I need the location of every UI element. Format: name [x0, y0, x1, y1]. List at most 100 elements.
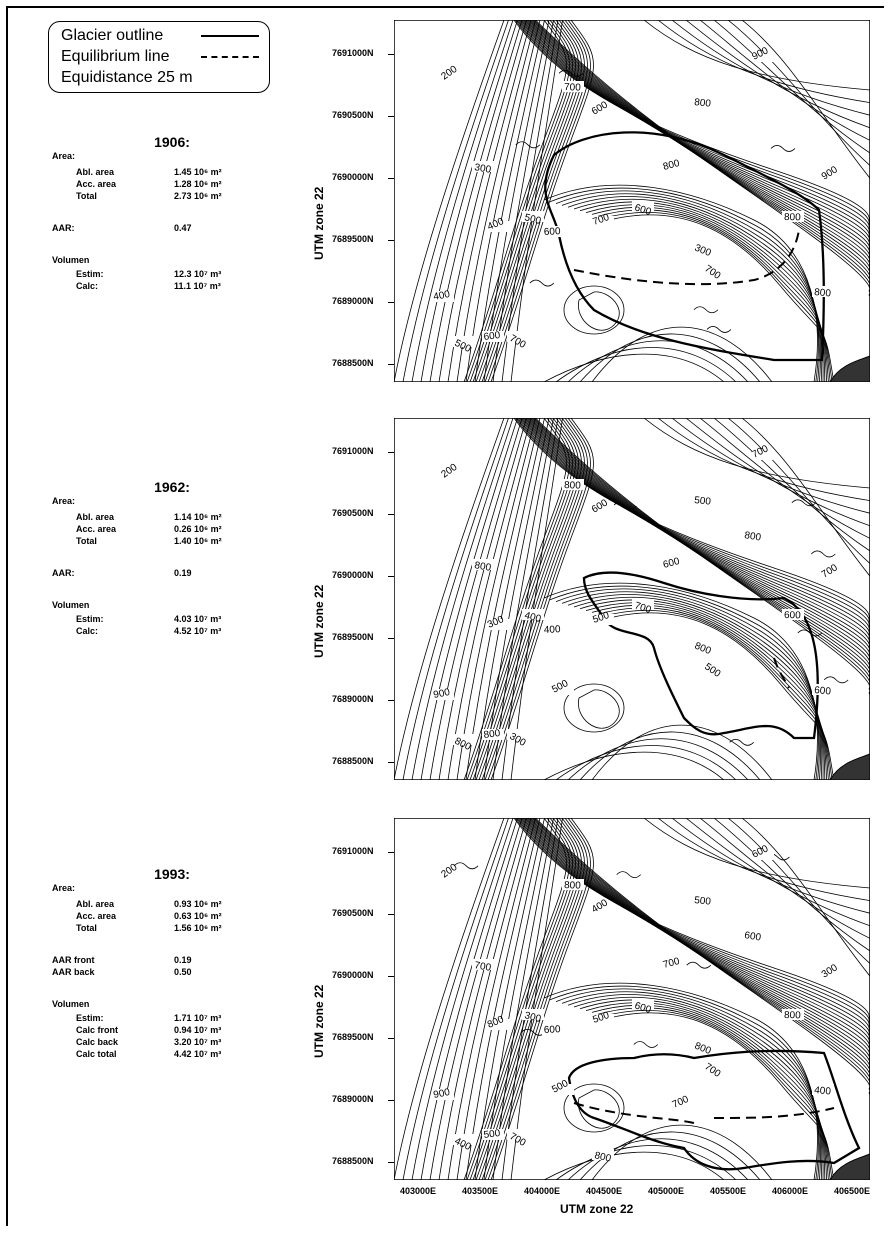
- contour-label: 400: [523, 610, 542, 625]
- stats-label: AAR front: [52, 955, 95, 965]
- contour-label: 600: [544, 226, 562, 238]
- stats-value: 0.47: [174, 223, 192, 233]
- legend-glacier-outline: Glacier outline: [61, 25, 269, 46]
- x-tick-label: 406000E: [772, 1186, 809, 1196]
- y-tick: [388, 914, 394, 915]
- x-tick-label: 405500E: [710, 1186, 747, 1196]
- stats-value: 1.14 10⁶ m²: [174, 512, 222, 522]
- stats-label: Calc:: [76, 626, 99, 636]
- y-tick-label: 7691000N: [332, 48, 374, 58]
- stats-value: 2.73 10⁶ m²: [174, 191, 222, 201]
- stats-label: Calc total: [76, 1049, 117, 1059]
- stats-label: Estim:: [76, 269, 104, 279]
- stats-label: Calc:: [76, 281, 99, 291]
- stats-value: 0.50: [174, 967, 192, 977]
- x-tick-label: 405000E: [648, 1186, 685, 1196]
- stats-label: Total: [76, 536, 97, 546]
- y-tick: [388, 54, 394, 55]
- contour-label: 800: [473, 560, 492, 574]
- glacier-outline: [567, 1049, 861, 1171]
- contour-label: 900: [432, 1087, 451, 1101]
- stats-label: Abl. area: [76, 512, 115, 522]
- contour-label: 500: [694, 895, 712, 908]
- stats-value: 0.93 10⁶ m²: [174, 899, 222, 909]
- contour-label: 800: [483, 728, 501, 741]
- stats-value: 0.19: [174, 955, 192, 965]
- stats-label: Estim:: [76, 1013, 104, 1023]
- y-tick-label: 7690000N: [332, 970, 374, 980]
- dashed-line-symbol: [201, 55, 259, 58]
- contour-lines: [393, 417, 871, 781]
- x-tick-label: 404500E: [586, 1186, 623, 1196]
- y-tick-label: 7689500N: [332, 1032, 374, 1042]
- contour-lines: [393, 817, 871, 1181]
- contour-label: 800: [662, 158, 681, 173]
- contour-label: 500: [591, 610, 611, 626]
- stats-label: Volumen: [52, 255, 90, 265]
- y-tick: [388, 1100, 394, 1101]
- stats-label: AAR:: [52, 223, 75, 233]
- stats-value: 0.94 10⁷ m³: [174, 1025, 222, 1035]
- contour-label: 600: [633, 1000, 653, 1016]
- y-tick: [388, 178, 394, 179]
- stats-label: Acc. area: [76, 179, 117, 189]
- stats-value: 11.1 10⁷ m³: [174, 281, 221, 291]
- stats-value: 1.45 10⁶ m²: [174, 167, 222, 177]
- stats-label: Abl. area: [76, 899, 115, 909]
- y-tick: [388, 1038, 394, 1039]
- y-tick: [388, 514, 394, 515]
- contour-label: 700: [591, 212, 611, 228]
- contour-label: 500: [694, 495, 712, 508]
- stats-value: 0.26 10⁶ m²: [174, 524, 222, 534]
- contour-label: 800: [564, 880, 581, 892]
- contour-label: 600: [814, 685, 832, 697]
- contour-label: 800: [593, 1150, 612, 1165]
- y-tick-label: 7689500N: [332, 234, 374, 244]
- stats-year: 1993:: [154, 866, 190, 882]
- y-tick-label: 7690500N: [332, 508, 374, 518]
- stats-label: Estim:: [76, 614, 104, 624]
- contour-label: 700: [473, 960, 492, 974]
- y-tick: [388, 762, 394, 763]
- stats-value: 12.3 10⁷ m³: [174, 269, 222, 279]
- stats-label: Total: [76, 191, 97, 201]
- stats-value: 4.03 10⁷ m³: [174, 614, 222, 624]
- y-tick-label: 7688500N: [332, 1156, 374, 1166]
- y-axis-title: UTM zone 22: [312, 984, 326, 1058]
- stats-value: 0.19: [174, 568, 192, 578]
- contour-label: 300: [473, 162, 492, 176]
- contour-map-1: 200 800 600 500 700 800 300 400 500 700 600 800 900 8…: [393, 417, 871, 781]
- contour-label: 600: [544, 1024, 562, 1036]
- contour-label: 800: [784, 1010, 801, 1021]
- legend-equilibrium-line: Equilibrium line: [61, 46, 269, 67]
- stats-label: Acc. area: [76, 911, 117, 921]
- y-tick: [388, 116, 394, 117]
- stats-value: 1.40 10⁶ m²: [174, 536, 222, 546]
- y-tick: [388, 976, 394, 977]
- x-tick-label: 403000E: [400, 1186, 437, 1196]
- equilibrium-line: [573, 1102, 835, 1124]
- y-axis-title: UTM zone 22: [312, 584, 326, 658]
- y-tick: [388, 452, 394, 453]
- stats-value: 1.56 10⁶ m²: [174, 923, 222, 933]
- contour-label: 600: [784, 610, 801, 621]
- contour-label: 800: [694, 97, 712, 110]
- contour-label: 700: [662, 956, 681, 971]
- contour-label: 400: [432, 289, 451, 303]
- y-tick-label: 7688500N: [332, 756, 374, 766]
- y-tick-label: 7691000N: [332, 446, 374, 456]
- stats-value: 3.20 10⁷ m³: [174, 1037, 222, 1047]
- stats-label: Volumen: [52, 999, 90, 1009]
- contour-label: 600: [662, 556, 681, 571]
- stats-value: 4.52 10⁷ m³: [174, 626, 222, 636]
- y-tick-label: 7688500N: [332, 358, 374, 368]
- contour-label: 500: [483, 1128, 501, 1141]
- equilibrium-line: [773, 657, 790, 689]
- legend-equidistance: Equidistance 25 m: [61, 67, 269, 88]
- contour-label: 600: [744, 930, 763, 944]
- stats-label: Total: [76, 923, 97, 933]
- solid-line-symbol: [201, 34, 259, 37]
- contour-label: 500: [591, 1010, 611, 1026]
